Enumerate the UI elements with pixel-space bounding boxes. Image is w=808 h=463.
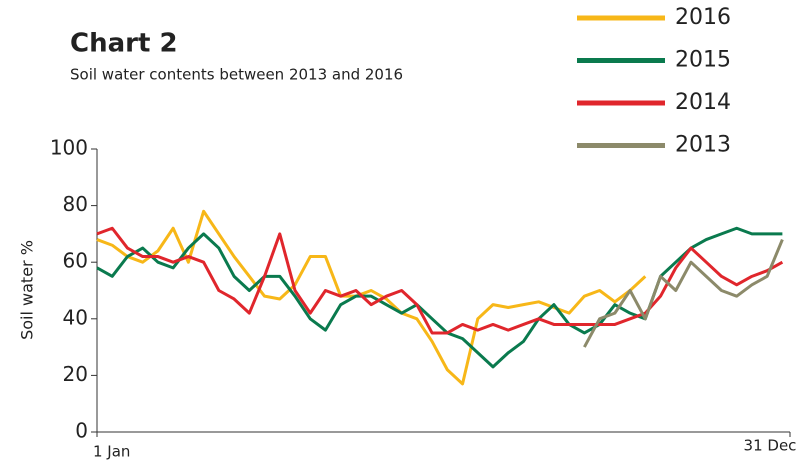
legend-label: 2013	[675, 133, 731, 158]
chart-title: Chart 2	[70, 29, 178, 59]
legend-label: 2015	[675, 48, 731, 73]
series-line	[96, 209, 647, 386]
y-axis-label: Soil water %	[18, 240, 37, 340]
y-tick-label: 100	[50, 136, 88, 160]
x-tick-label: 1 Jan	[93, 443, 130, 461]
series-line	[96, 226, 783, 369]
x-tick-label: 31 Dec	[744, 437, 797, 455]
y-tick-label: 60	[63, 249, 88, 273]
y-tick-label: 80	[63, 192, 88, 216]
y-tick-label: 40	[63, 305, 88, 329]
legend-label: 2016	[675, 5, 731, 30]
chart-subtitle: Soil water contents between 2013 and 201…	[70, 66, 403, 84]
y-tick-label: 0	[75, 419, 88, 443]
series-line	[583, 238, 784, 348]
y-tick-label: 20	[63, 362, 88, 386]
legend-label: 2014	[675, 90, 731, 115]
